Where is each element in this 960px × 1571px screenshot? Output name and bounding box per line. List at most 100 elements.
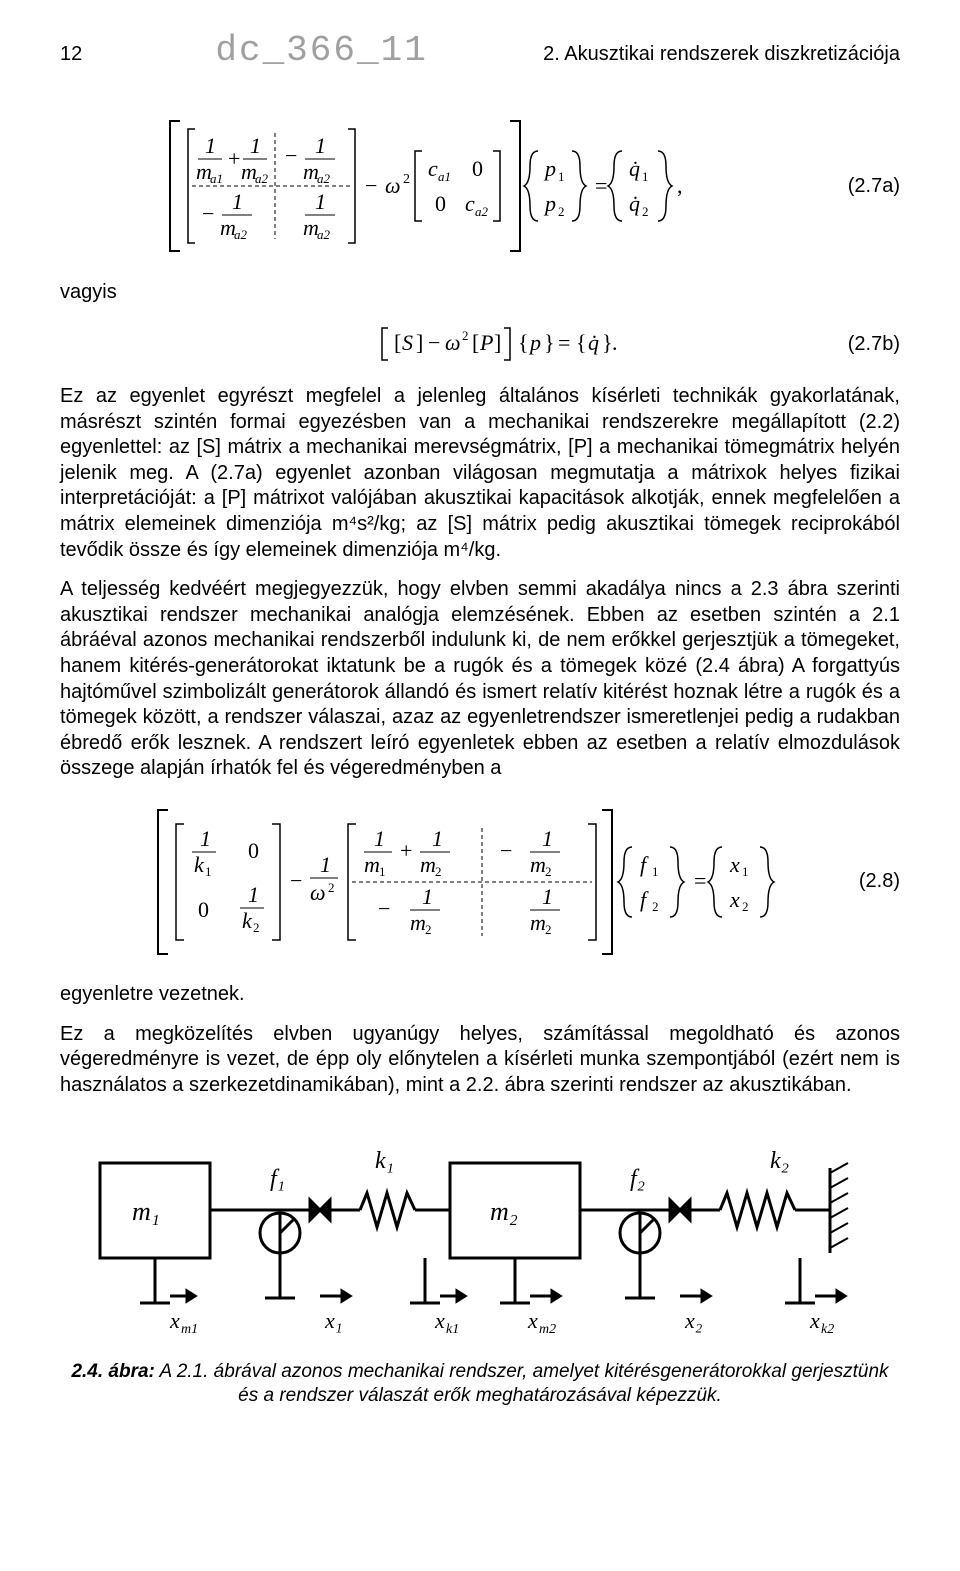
svg-text:,: , [677,173,683,198]
svg-text:2: 2 [403,172,410,187]
svg-text:a1: a1 [210,171,223,186]
watermark: dc_366_11 [100,30,543,71]
svg-text:k1: k1 [446,1322,459,1337]
svg-text:1: 1 [200,826,211,851]
svg-text:2: 2 [462,328,469,343]
svg-text:a2: a2 [317,171,331,186]
svg-text:f₂: f₂ [630,1166,645,1192]
svg-text:1: 1 [315,133,326,158]
equation-2-8: 1 k1 0 0 1 k2 − 1 ω2 1 [60,802,900,962]
eq27a-number: (2.7a) [848,175,900,198]
svg-text:c: c [428,156,438,181]
svg-text:1: 1 [652,864,659,879]
svg-text:[: [ [394,330,401,355]
svg-text:a2: a2 [475,204,489,219]
svg-text:+: + [228,146,240,171]
svg-text:1: 1 [250,133,261,158]
svg-text:P: P [479,330,493,355]
paragraph-1: Ez az egyenlet egyrészt megfelel a jelen… [60,384,900,563]
svg-text:m: m [530,910,546,935]
svg-text:m: m [530,852,546,877]
svg-text:1: 1 [205,864,212,879]
svg-text:ω: ω [385,173,401,198]
svg-text:=: = [558,330,570,355]
svg-text:2: 2 [253,920,260,935]
eq28-number: (2.8) [859,870,900,893]
svg-text:x: x [729,852,740,877]
paragraph-2: A teljesség kedvéért megjegyezzük, hogy … [60,577,900,782]
equation-2-7a: 1 ma1 + 1 ma2 − 1 ma2 − 1 ma2 1 [60,111,900,261]
svg-text:−: − [290,868,302,893]
svg-text:m₂: m₂ [490,1197,518,1226]
svg-text:k₁: k₁ [375,1148,394,1174]
eq27a-svg: 1 ma1 + 1 ma2 − 1 ma2 − 1 ma2 1 [160,111,800,261]
svg-text:m: m [410,910,426,935]
figure-caption-label: 2.4. ábra: [71,1361,154,1382]
svg-text:x: x [169,1308,180,1333]
svg-text:−: − [428,330,440,355]
svg-text:=: = [694,868,706,893]
svg-text:.: . [612,330,618,355]
svg-text:k: k [242,908,253,933]
svg-text:m2: m2 [539,1322,556,1337]
paragraph-4: Ez a megközelítés elvben ugyanúgy helyes… [60,1022,900,1099]
svg-text:q̇: q̇ [629,191,640,216]
vagyis: vagyis [60,281,900,304]
eq27b-number: (2.7b) [848,333,900,356]
svg-text:0: 0 [248,838,259,863]
svg-text:a1: a1 [438,169,451,184]
svg-text:f: f [640,887,649,912]
svg-text:−: − [202,201,214,226]
svg-text:1: 1 [432,826,443,851]
figure-caption: 2.4. ábra: A 2.1. ábrával azonos mechani… [60,1360,900,1408]
svg-text:x: x [434,1308,445,1333]
svg-text:1: 1 [205,133,216,158]
svg-text:x₁: x₁ [324,1308,342,1333]
figure-2-4: m₁ f₁ k₁ m₂ [60,1138,900,1408]
equation-2-7b: [S] − ω2 [P] {p} = {q̇} . (2.7b) [60,324,900,364]
svg-text:−: − [285,143,297,168]
figure-caption-text: A 2.1. ábrával azonos mechanikai rendsze… [155,1361,889,1406]
svg-text:2: 2 [545,864,552,879]
svg-text:p: p [543,191,556,216]
svg-text:x₂: x₂ [684,1308,703,1333]
svg-text:a2: a2 [234,227,248,242]
svg-text:−: − [365,173,377,198]
svg-text:1: 1 [320,852,331,877]
svg-text:k2: k2 [821,1322,834,1337]
page-header: 12 dc_366_11 2. Akusztikai rendszerek di… [60,30,900,71]
svg-text:=: = [595,173,607,198]
svg-text:]: ] [494,330,501,355]
svg-text:p: p [543,156,556,181]
svg-text:1: 1 [379,864,386,879]
svg-text:x: x [729,887,740,912]
svg-text:q̇: q̇ [629,156,640,181]
svg-text:2: 2 [328,880,335,895]
svg-text:2: 2 [642,204,649,219]
paragraph-3: egyenletre vezetnek. [60,982,900,1008]
svg-text:m: m [364,852,380,877]
svg-text:2: 2 [435,864,442,879]
svg-text:2: 2 [742,899,749,914]
svg-text:f₁: f₁ [270,1166,285,1192]
svg-text:1: 1 [248,882,259,907]
svg-text:m: m [420,852,436,877]
eq28-svg: 1 k1 0 0 1 k2 − 1 ω2 1 [150,802,810,962]
svg-text:a2: a2 [317,227,331,242]
eq27b-svg: [S] − ω2 [P] {p} = {q̇} . [380,324,660,364]
svg-text:2: 2 [545,922,552,937]
svg-text:m1: m1 [181,1322,198,1337]
svg-text:1: 1 [232,189,243,214]
svg-text:1: 1 [558,169,565,184]
svg-text:{: { [576,330,587,355]
svg-text:1: 1 [542,826,553,851]
svg-text:2: 2 [652,899,659,914]
svg-text:a2: a2 [255,171,269,186]
svg-text:x: x [809,1308,820,1333]
svg-text:2: 2 [558,204,565,219]
svg-text:0: 0 [472,156,483,181]
svg-text:x: x [527,1308,538,1333]
svg-text:k₂: k₂ [770,1148,789,1174]
svg-text:]: ] [416,330,423,355]
svg-text:−: − [378,896,390,921]
